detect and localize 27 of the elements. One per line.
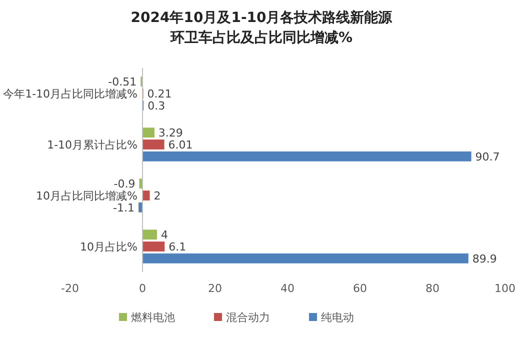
- data-label: 6.1: [168, 240, 186, 254]
- y-tick-label: 1-10月累计占比%: [47, 138, 138, 152]
- data-label: 0.21: [147, 87, 172, 100]
- data-label: 0.3: [148, 99, 166, 112]
- data-label: -0.9: [114, 177, 136, 190]
- data-label: -0.51: [108, 75, 137, 88]
- x-tick-label: 20: [208, 282, 222, 295]
- data-label: 4: [161, 228, 168, 242]
- x-tick-label: 100: [494, 282, 516, 295]
- y-tick-label: 今年1-10月占比同比增减%: [3, 87, 138, 100]
- x-tick-label: 60: [353, 282, 367, 295]
- data-label: 90.7: [475, 150, 500, 164]
- x-tick-label: 40: [280, 282, 294, 295]
- x-tick-label: 0: [139, 282, 146, 295]
- x-tick-label: 80: [426, 282, 440, 295]
- y-tick-label: 10月占比%: [80, 240, 138, 254]
- x-tick-label: -20: [61, 282, 79, 295]
- data-label: 3.29: [158, 126, 183, 140]
- data-label: -1.1: [113, 201, 135, 214]
- data-label: 89.9: [472, 252, 497, 266]
- data-label: 2: [154, 189, 161, 202]
- legend-label: 纯电动: [321, 311, 354, 324]
- y-tick-label: 10月占比同比增减%: [36, 189, 138, 202]
- chart-title: 2024年10月及1-10月各技术路线新能源环卫车占比及占比同比增减%: [130, 9, 394, 46]
- legend-label: 燃料电池: [131, 311, 175, 324]
- data-label: 6.01: [168, 138, 193, 152]
- legend-label: 混合动力: [226, 311, 270, 324]
